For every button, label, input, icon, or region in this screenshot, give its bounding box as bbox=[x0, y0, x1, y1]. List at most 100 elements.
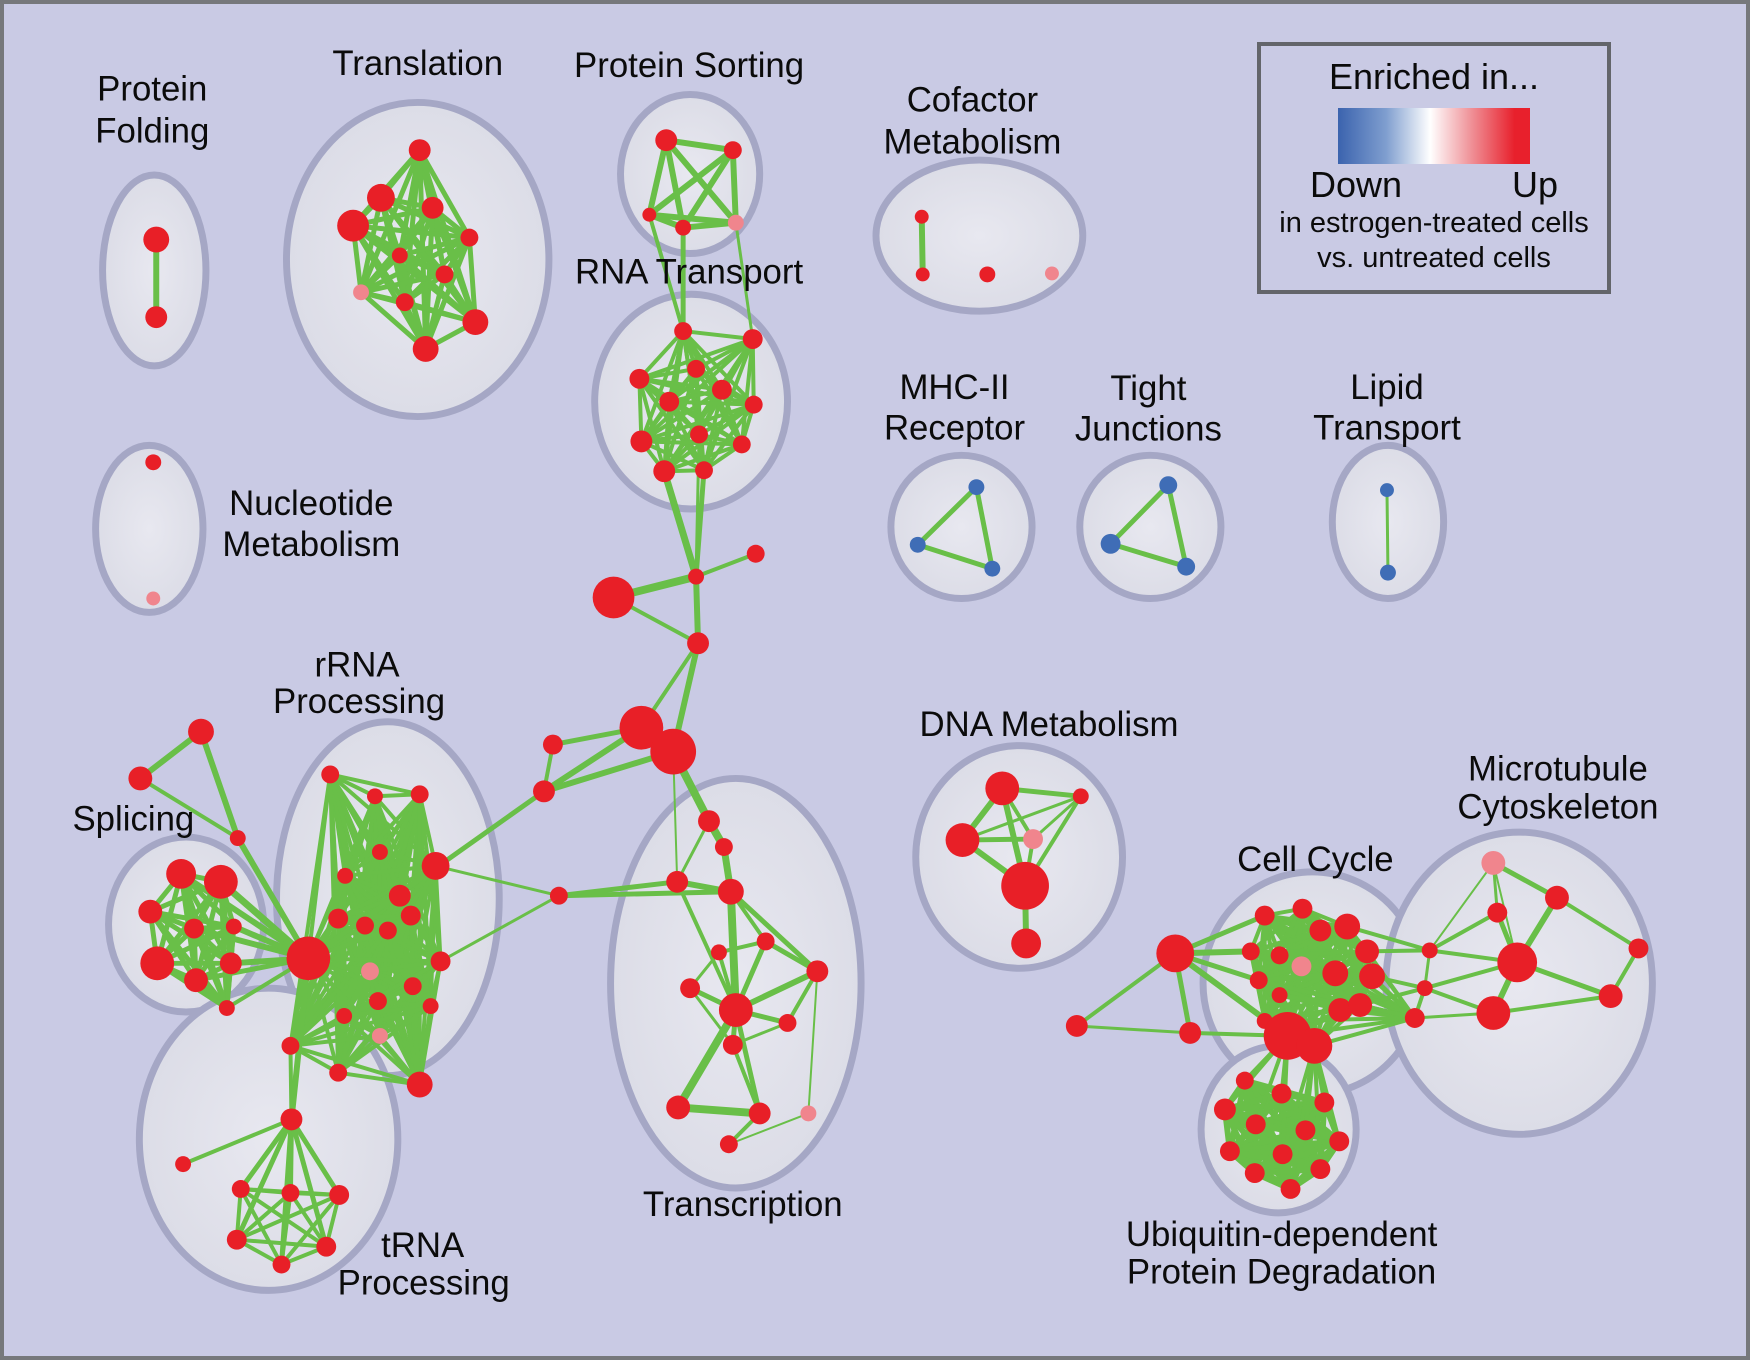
legend-up-label: Up bbox=[1511, 164, 1558, 205]
gene-set-node-lipid-transport bbox=[1380, 564, 1396, 581]
gene-set-node-transcription bbox=[718, 993, 753, 1027]
gene-set-node-translation bbox=[395, 293, 414, 312]
gene-set-node-cell-cycle bbox=[1322, 960, 1349, 987]
legend-down-label: Down bbox=[1310, 164, 1403, 205]
gene-set-node-rna-transport bbox=[629, 368, 650, 389]
network-edge bbox=[681, 329, 756, 407]
gene-set-node-translation bbox=[412, 336, 439, 362]
gene-set-node-connectors bbox=[687, 632, 709, 655]
network-edge bbox=[358, 271, 448, 295]
network-edge bbox=[681, 329, 755, 342]
gene-set-node-trna-processing bbox=[272, 1255, 291, 1274]
gene-set-node-rrna-processing bbox=[361, 962, 379, 981]
network-edge bbox=[663, 137, 739, 226]
network-edge bbox=[1074, 951, 1178, 1028]
network-edge bbox=[680, 219, 739, 231]
network-edge bbox=[1277, 949, 1370, 958]
gene-set-node-protein-sorting bbox=[655, 129, 678, 152]
gene-set-node-connectors bbox=[549, 886, 568, 905]
network-edge bbox=[674, 1103, 764, 1118]
network-edge bbox=[739, 337, 755, 447]
gene-set-node-dna-metabolism bbox=[985, 771, 1020, 806]
network-edge bbox=[639, 329, 686, 444]
network-edge bbox=[1490, 860, 1560, 901]
cluster-label-cell-cycle: Cell Cycle bbox=[1237, 841, 1394, 879]
gene-set-node-ubiquitin-degradation bbox=[1271, 1083, 1292, 1104]
network-edge bbox=[1345, 924, 1432, 953]
network-edge bbox=[675, 879, 738, 1013]
gene-set-node-dna-metabolism bbox=[1023, 829, 1044, 849]
cluster-label-protein-folding: Protein bbox=[97, 71, 207, 109]
gene-set-node-tight-junctions bbox=[1100, 533, 1121, 554]
network-edge bbox=[234, 1237, 329, 1249]
cluster-ellipse-nucleotide-metabolism bbox=[92, 441, 207, 616]
gene-set-node-rrna-processing bbox=[321, 765, 340, 784]
legend-box: Enriched in... Down Up in estrogen-treat… bbox=[1257, 42, 1611, 294]
network-edge bbox=[1256, 974, 1375, 983]
gene-set-node-rrna-processing bbox=[371, 1027, 388, 1044]
gene-set-node-nucleotide-metabolism bbox=[146, 591, 161, 606]
gene-set-node-splicing bbox=[219, 952, 242, 975]
network-edge bbox=[198, 728, 241, 842]
network-edge bbox=[288, 1116, 342, 1198]
network-edge bbox=[385, 928, 433, 1009]
gene-set-node-cell-cycle bbox=[1292, 898, 1313, 919]
network-edge bbox=[1075, 1024, 1192, 1035]
gene-set-node-transcription bbox=[719, 1135, 738, 1154]
network-edge bbox=[680, 147, 736, 231]
network-edge bbox=[439, 894, 561, 963]
gene-set-node-ubiquitin-degradation bbox=[1245, 1114, 1266, 1135]
cluster-ellipse-cofactor-metabolism bbox=[872, 156, 1087, 315]
network-edge bbox=[336, 1014, 347, 1075]
gene-set-node-trna-processing bbox=[280, 1108, 303, 1131]
network-edge bbox=[688, 986, 735, 1047]
gene-set-node-cell-cycle bbox=[1270, 946, 1289, 965]
gene-set-node-protein-sorting bbox=[675, 219, 692, 236]
network-edge bbox=[1248, 906, 1305, 954]
cluster-label-protein-folding: Folding bbox=[95, 112, 209, 150]
gene-set-node-ubiquitin-degradation bbox=[1213, 1098, 1236, 1121]
gene-set-node-protein-sorting bbox=[642, 207, 657, 222]
gene-set-node-splicing bbox=[225, 918, 242, 935]
cluster-label-translation: Translation bbox=[332, 45, 503, 83]
network-edge bbox=[358, 253, 403, 295]
network-edge bbox=[288, 928, 390, 1048]
gene-set-node-rrna-processing bbox=[329, 1063, 348, 1082]
network-edge bbox=[288, 1190, 329, 1249]
network-edge bbox=[1554, 895, 1641, 951]
gene-set-node-cell-cycle bbox=[1254, 905, 1275, 926]
network-edge bbox=[238, 1187, 284, 1267]
gene-set-node-trna-processing bbox=[175, 1156, 192, 1173]
network-edge bbox=[288, 1043, 422, 1087]
gene-set-node-splicing bbox=[166, 858, 197, 889]
gene-set-node-connectors bbox=[619, 705, 664, 750]
gene-set-node-cell-cycle bbox=[1348, 993, 1373, 1018]
gene-set-node-trna-processing bbox=[226, 1229, 247, 1250]
gene-set-node-cell-cycle bbox=[1359, 963, 1385, 990]
network-edge bbox=[1428, 861, 1495, 952]
gene-set-node-microtubule-cytoskeleton bbox=[1487, 902, 1508, 923]
network-edge bbox=[397, 253, 478, 325]
network-edge bbox=[639, 439, 744, 447]
network-edge bbox=[728, 889, 820, 974]
network-edge bbox=[675, 819, 711, 884]
gene-set-node-trna-processing bbox=[316, 1236, 337, 1257]
network-edge bbox=[646, 137, 670, 218]
gene-set-node-rrna-processing bbox=[421, 851, 450, 880]
gene-set-node-rrna-processing bbox=[422, 998, 439, 1015]
cluster-label-cofactor-metabolism: Metabolism bbox=[884, 123, 1062, 161]
gene-set-node-cell-cycle bbox=[1328, 998, 1353, 1022]
network-edge bbox=[733, 1007, 763, 1116]
network-edge bbox=[663, 137, 687, 231]
gene-set-node-transcription bbox=[748, 1102, 771, 1125]
gene-set-node-tight-junctions bbox=[1177, 557, 1196, 576]
gene-set-node-splicing-satellite bbox=[229, 830, 246, 847]
gene-set-node-lipid-transport bbox=[1380, 483, 1394, 498]
cluster-label-mhc-ii-receptor: Receptor bbox=[884, 410, 1025, 448]
gene-set-node-ubiquitin-degradation bbox=[1280, 1179, 1301, 1199]
gene-set-node-transcription bbox=[666, 870, 689, 893]
network-edge bbox=[279, 1192, 342, 1267]
network-edge bbox=[637, 337, 755, 381]
network-edge bbox=[417, 1004, 433, 1087]
